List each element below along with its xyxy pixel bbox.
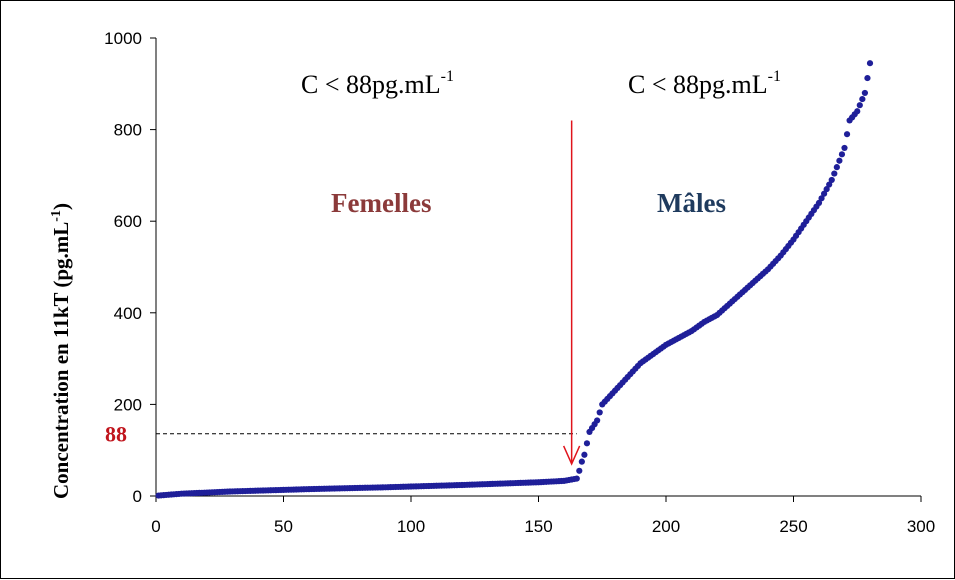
- right-condition-label: C < 88pg.mL-1: [628, 68, 781, 99]
- y-axis-label: Concentration en 11kT (pg.mL-1): [49, 203, 73, 499]
- data-point: [581, 451, 588, 458]
- x-tick-label: 300: [907, 517, 935, 536]
- data-point: [831, 170, 838, 177]
- data-point: [578, 458, 585, 465]
- data-point: [866, 60, 874, 67]
- x-tick-label: 250: [779, 517, 807, 536]
- data-points: [155, 60, 874, 499]
- axes: [155, 38, 921, 497]
- data-point: [861, 89, 869, 97]
- data-point: [583, 440, 591, 447]
- data-point: [594, 417, 601, 424]
- x-ticks: 0 50 100 150 200 250 300: [151, 496, 935, 536]
- data-point: [576, 467, 583, 474]
- threshold-label: 88: [105, 422, 127, 447]
- femelles-label: Femelles: [331, 188, 431, 218]
- data-point: [836, 157, 843, 164]
- data-point: [859, 95, 866, 103]
- y-tick-label: 600: [114, 212, 142, 231]
- data-point: [826, 181, 833, 188]
- data-point: [573, 475, 580, 482]
- data-point: [828, 176, 835, 184]
- y-tick-label: 200: [114, 395, 142, 414]
- males-label: Mâles: [657, 188, 726, 218]
- x-tick-label: 200: [652, 517, 680, 536]
- data-point: [823, 186, 830, 193]
- data-point: [841, 144, 848, 152]
- data-point: [815, 199, 823, 206]
- x-tick-label: 50: [274, 517, 293, 536]
- data-point: [818, 195, 825, 202]
- y-tick-label: 0: [133, 487, 142, 506]
- x-tick-label: 0: [151, 517, 160, 536]
- data-point: [838, 151, 846, 158]
- data-point: [856, 102, 863, 109]
- threshold-arrow: [562, 120, 581, 466]
- x-tick-label: 150: [524, 517, 552, 536]
- y-tick-label: 800: [114, 121, 142, 140]
- arrow-head: [562, 445, 581, 466]
- y-ticks: 0 200 400 600 800 1000: [104, 29, 156, 506]
- data-point: [821, 190, 828, 197]
- data-point: [596, 409, 603, 416]
- y-tick-label: 1000: [104, 29, 142, 48]
- data-point: [854, 108, 861, 115]
- y-tick-label: 400: [114, 304, 142, 323]
- left-condition-label: C < 88pg.mL-1: [301, 68, 454, 99]
- data-point: [833, 164, 840, 171]
- data-point: [843, 131, 851, 138]
- x-tick-label: 100: [397, 517, 425, 536]
- data-point: [864, 74, 871, 82]
